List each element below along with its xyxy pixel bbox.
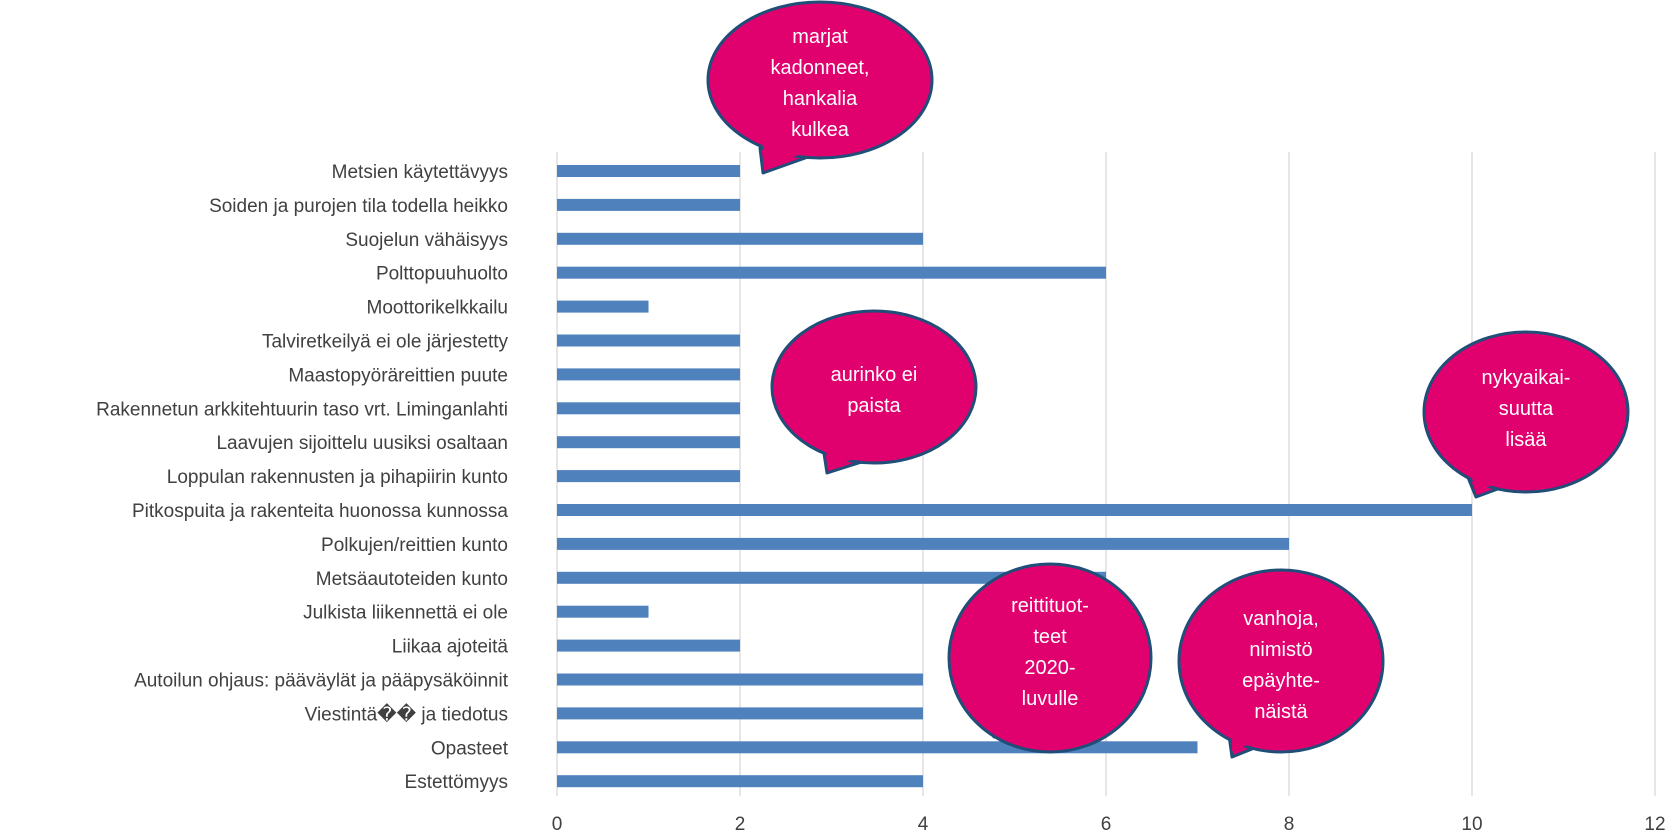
callout-text: nykyaikai- (1482, 367, 1571, 389)
callout-tail-seam (1468, 466, 1511, 491)
x-axis-tick-labels: 0 2 4 6 8 10 12 (552, 814, 1666, 835)
callout-text: luvulle (1022, 688, 1079, 710)
bar (557, 707, 923, 720)
bar (557, 571, 1106, 584)
bar (557, 605, 649, 618)
x-tick-label: 4 (918, 814, 929, 835)
callout-bubble: aurinko ei paista (770, 309, 978, 475)
callout-text: 2020- (1024, 657, 1075, 679)
callout-text: vanhoja, (1243, 608, 1319, 630)
category-label: Estettömyys (405, 772, 508, 793)
callout-tail-seam (826, 443, 865, 467)
callout-text: epäyhte- (1242, 670, 1320, 692)
callout-ellipse (770, 309, 978, 465)
callout-bubble: marjat kadonneet, hankalia kulkea (706, 0, 934, 175)
callout-text: reittituot- (1011, 595, 1089, 617)
bar (557, 470, 740, 483)
bar (557, 436, 740, 449)
callout-bubble: nykyaikai-suutta lisää (1422, 330, 1630, 499)
callout-text: aurinko ei (831, 364, 918, 386)
callout-tail-seam (1231, 724, 1269, 751)
category-label: Suojelun vähäisyys (345, 230, 508, 251)
bar (557, 775, 923, 788)
category-label: Soiden ja purojen tila todella heikko (209, 196, 508, 217)
callout-text: kulkea (791, 119, 850, 141)
callout-text: suutta (1499, 398, 1554, 420)
bar (557, 266, 1106, 279)
x-tick-label: 6 (1101, 814, 1112, 835)
x-tick-label: 8 (1284, 814, 1295, 835)
bar (557, 300, 649, 313)
callout-text: kadonneet, (771, 57, 870, 79)
category-label: Opasteet (431, 738, 509, 759)
category-label: Metsien käytettävyys (332, 162, 508, 183)
category-label: Metsäautoteiden kunto (316, 569, 508, 590)
callout-text: hankalia (783, 88, 858, 110)
category-label: Pitkospuita ja rakenteita huonossa kunno… (132, 501, 508, 522)
callout-text: lisää (1505, 429, 1547, 451)
bar (557, 165, 740, 177)
bar (557, 198, 740, 211)
bars (557, 165, 1472, 788)
callout-ellipse (947, 562, 1153, 754)
category-labels: Metsien käytettävyys Soiden ja purojen ti… (96, 162, 509, 793)
category-label: Maastopyöräreittien puute (288, 365, 508, 386)
category-label: Julkista liikennettä ei ole (303, 603, 508, 624)
bar (557, 402, 740, 415)
callout-ellipse (1177, 568, 1385, 754)
callout-tail-seam (763, 144, 805, 167)
callout-ellipse (1422, 330, 1630, 494)
category-label: Viestintä�� ja tiedotus (305, 702, 508, 725)
annotation-bubbles: marjat kadonneet, hankalia kulkea aurinko ei… (706, 0, 1630, 759)
bar (557, 504, 1472, 516)
category-label: Polkujen/reittien kunto (321, 535, 508, 556)
category-label: Autoilun ohjaus: pääväylät ja pääpysäköi… (134, 671, 509, 692)
category-label: Talviretkeilyä ei ole järjestetty (262, 332, 509, 353)
category-label: Loppulan rakennusten ja pihapiirin kunto (167, 467, 508, 488)
x-tick-label: 2 (735, 814, 746, 835)
callout-text: teet (1033, 626, 1067, 648)
category-label: Polttopuuhuolto (376, 264, 508, 285)
bar (557, 741, 1198, 754)
callout-text: näistä (1254, 701, 1308, 723)
bar (557, 673, 923, 686)
callout-ellipse (706, 0, 934, 160)
x-tick-label: 12 (1644, 814, 1665, 835)
callout-text: paista (847, 395, 901, 417)
category-label: Laavujen sijoittelu uusiksi osaltaan (216, 433, 508, 454)
category-label: Rakennetun arkkitehtuurin taso vrt. Limi… (96, 399, 508, 420)
x-tick-label: 0 (552, 814, 563, 835)
callout-text: marjat (792, 26, 848, 48)
callout-bubble: reittituot-teet 2020- luvulle (947, 562, 1153, 754)
bar (557, 334, 740, 347)
bar (557, 639, 740, 652)
callout-text: nimistö (1249, 639, 1312, 661)
x-tick-label: 10 (1461, 814, 1482, 835)
bar (557, 368, 740, 381)
callout-bubble: vanhoja, nimistö epäyhte-näistä (1177, 568, 1385, 759)
callout-tail-seam (994, 714, 1046, 731)
bar (557, 232, 923, 245)
category-label: Liikaa ajoteitä (392, 637, 509, 658)
bar (557, 537, 1289, 550)
category-label: Moottorikelkkailu (367, 298, 509, 319)
